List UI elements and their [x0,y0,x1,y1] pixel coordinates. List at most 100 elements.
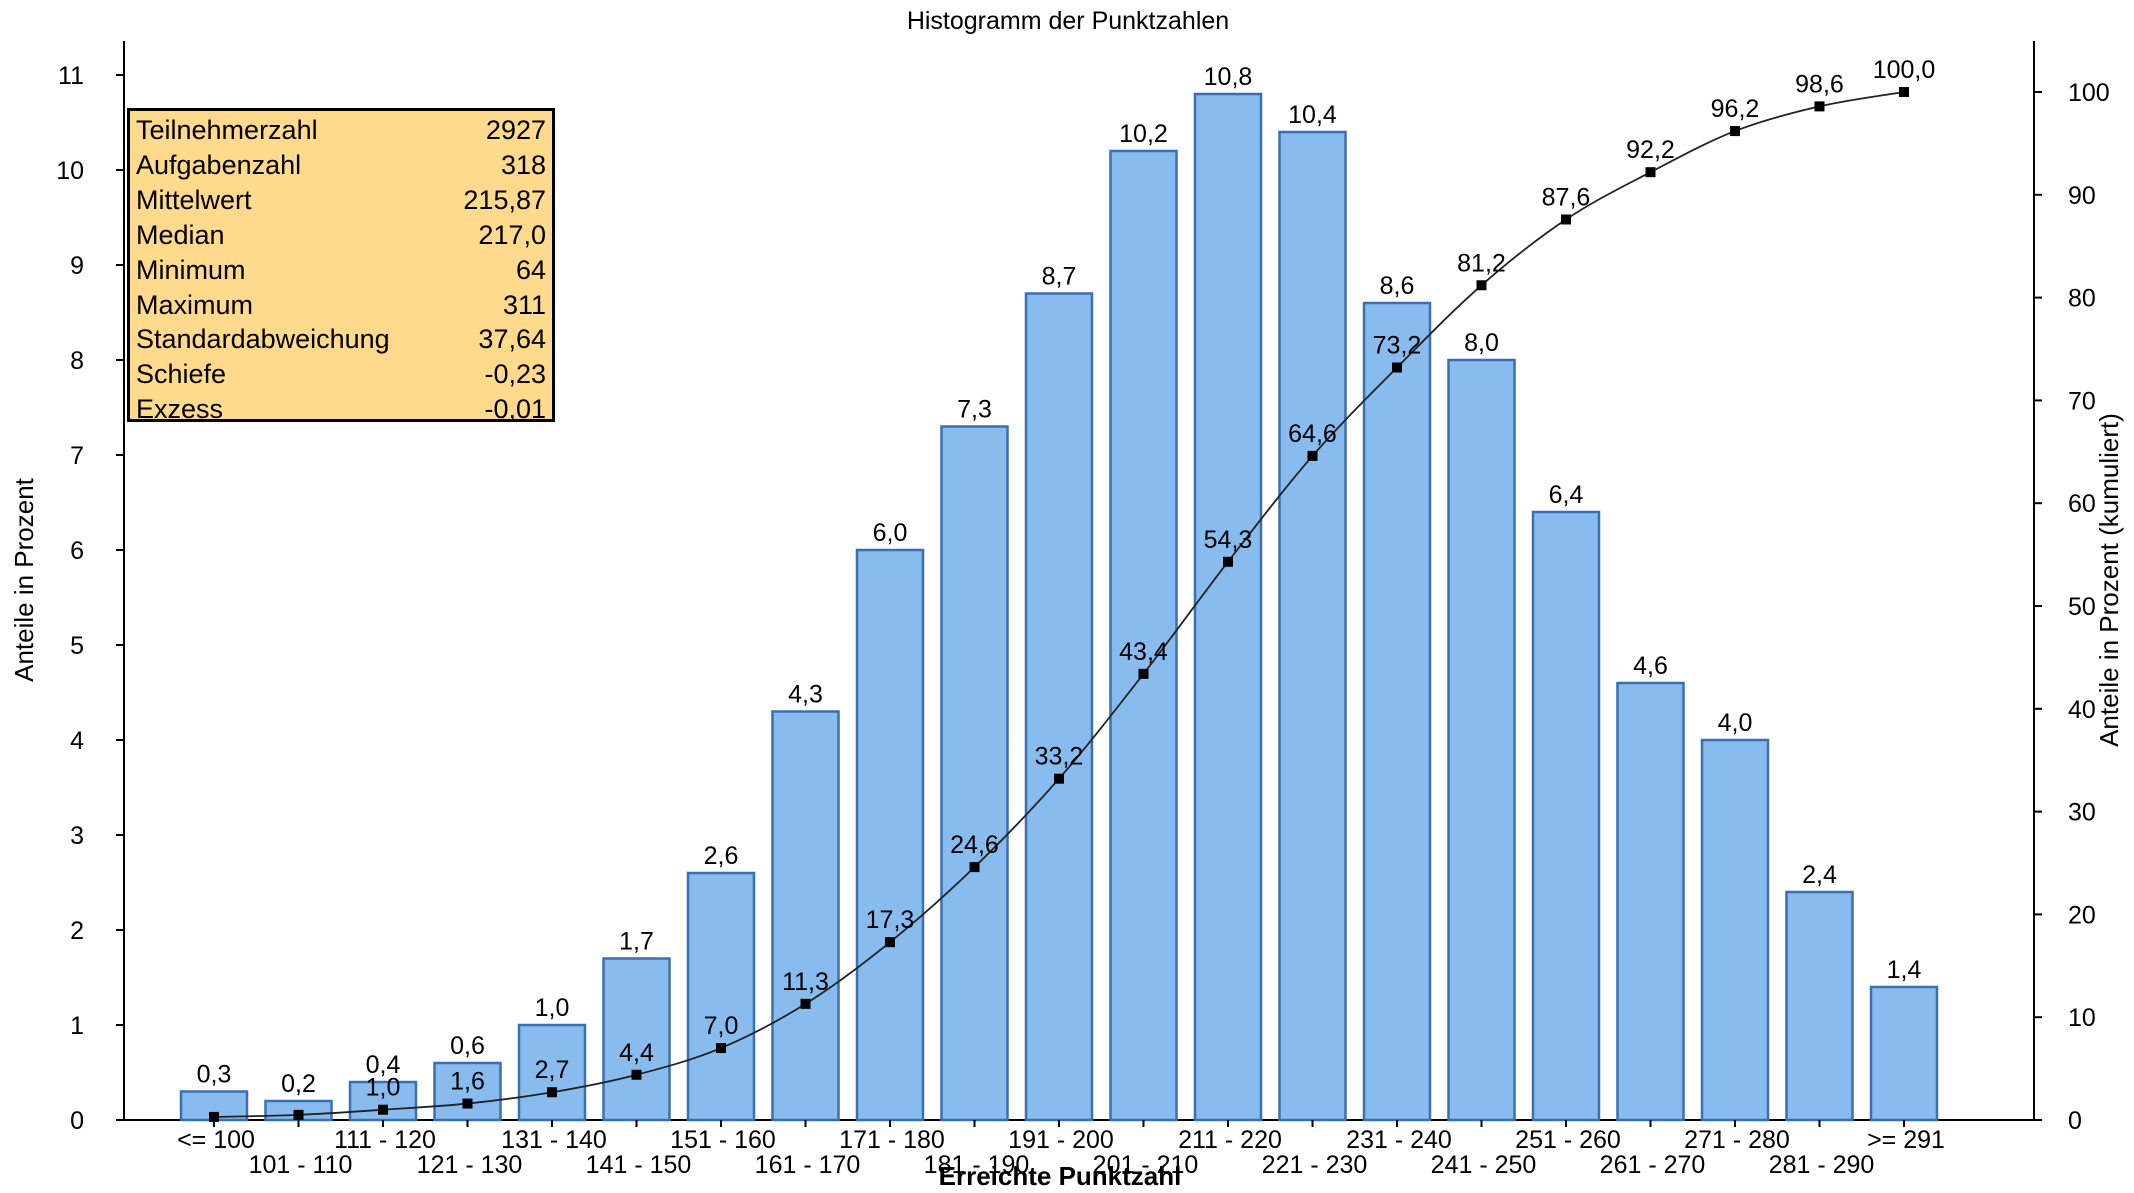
y-tick-label: 7 [70,442,84,470]
cumulative-value-label: 24,6 [950,831,999,859]
statistics-box: Teilnehmerzahl 2927 Aufgabenzahl 318 Mittelw… [127,108,555,424]
cumulative-value-label: 54,3 [1204,526,1253,554]
bar-value-label: 4,0 [1718,709,1753,737]
cumulative-value-label: 4,4 [619,1039,654,1067]
stats-label: Standardabweichung [136,324,390,355]
cumulative-value-label: 98,6 [1795,70,1844,98]
bar-value-label: 8,7 [1042,263,1077,291]
stats-row: Teilnehmerzahl 2927 [136,113,546,148]
y2-tick-label: 80 [2068,285,2096,313]
cumulative-point [1730,126,1740,137]
stats-value: 64 [515,254,546,285]
histogram-bar [686,871,756,1122]
stats-label: Teilnehmerzahl [136,115,318,145]
stats-value: -0,23 [484,359,546,390]
stats-value: 37,64 [478,324,546,355]
cumulative-point [1138,668,1149,679]
histogram-bar [1109,149,1178,1122]
y-axis-left: 0 1 2 3 4 5 6 7 8 9 10 11 [56,62,124,1135]
histogram-bar [771,710,840,1122]
cumulative-value-label: 87,6 [1542,183,1591,211]
histogram-bar [1785,890,1854,1122]
cumulative-value-label: 73,2 [1373,332,1422,360]
x-tick-label: <= 100 [177,1126,255,1154]
stats-label: Median [136,219,225,250]
cumulative-point [631,1069,642,1080]
x-tick-label: 141 - 150 [586,1151,692,1179]
cumulative-value-label: 33,2 [1035,743,1084,771]
stats-label: Exzess [136,394,224,425]
cumulative-point [969,862,980,873]
y2-tick-label: 30 [2068,799,2096,827]
histogram-bar [1193,92,1263,1122]
stats-value: 215,87 [463,184,546,215]
x-tick-label: 171 - 180 [839,1126,945,1154]
bar-value-label: 10,4 [1288,101,1337,129]
cumulative-series: 1,0 1,6 2,7 4,4 7,0 11,3 17,3 24,6 33,2 43,4 54,3 6… [209,56,1935,1122]
x-tick-label: 221 - 230 [1262,1151,1368,1179]
cumulative-point [1645,167,1656,178]
cumulative-value-label: 96,2 [1711,95,1760,123]
histogram-bar [1278,130,1347,1122]
stats-value: 2927 [485,115,546,145]
y-tick-label: 8 [70,347,84,375]
bar-value-label: 7,3 [957,396,992,424]
histogram-bar [1616,681,1685,1122]
cumulative-point [1223,556,1233,567]
bar-value-labels: 0,3 0,2 0,4 0,6 1,0 1,7 2,6 4,3 6,0 7,3 8,7 10,2 10,… [197,63,1922,1098]
y-axis-label: Anteile in Prozent [9,477,39,682]
bar-value-label: 6,0 [873,519,908,547]
x-tick-label: 211 - 220 [1178,1126,1282,1154]
bar-value-label: 2,6 [704,842,739,870]
y-tick-label: 6 [70,537,84,565]
cumulative-value-label: 2,7 [535,1056,570,1084]
x-tick-label: 151 - 160 [670,1126,776,1154]
cumulative-point [209,1111,219,1122]
stats-label: Aufgabenzahl [136,149,302,180]
y-tick-label: 3 [70,822,84,850]
stats-row: Schiefe -0,23 [136,357,546,392]
y-tick-label: 2 [70,917,84,945]
histogram-bar [433,1061,502,1122]
histogram-bar [517,1023,587,1122]
bar-value-label: 1,7 [619,928,654,956]
cumulative-value-label: 100,0 [1873,56,1936,84]
cumulative-point [293,1109,304,1120]
bar-value-label: 10,8 [1204,63,1253,91]
bar-series [179,92,1939,1122]
cumulative-value-label: 7,0 [704,1012,739,1040]
stats-value: 217,0 [478,219,546,250]
y2-tick-label: 40 [2068,696,2096,724]
bar-value-label: 0,3 [197,1061,232,1089]
stats-row: Mittelwert 215,87 [136,183,546,218]
x-tick-label: 271 - 280 [1684,1126,1790,1154]
cumulative-point [716,1043,726,1054]
y2-tick-label: 60 [2068,490,2096,518]
cumulative-value-label: 43,4 [1119,638,1168,666]
bar-value-label: 4,3 [788,681,823,709]
histogram-bar [602,957,671,1122]
cumulative-point [1392,362,1402,373]
stats-value: -0,01 [484,394,546,425]
y2-tick-label: 50 [2068,593,2096,621]
y2-tick-label: 20 [2068,901,2096,929]
x-tick-label: 121 - 130 [417,1151,523,1179]
cumulative-point [1476,280,1487,291]
x-axis-label: Erreichte Punktzahl [939,1161,1182,1191]
stats-value: 311 [502,289,546,320]
cumulative-line [213,91,1905,1118]
bar-value-label: 0,6 [450,1032,485,1060]
cumulative-point [1899,87,1909,97]
y-tick-label: 0 [70,1107,84,1135]
bar-value-label: 1,4 [1887,956,1922,984]
x-tick-label: 261 - 270 [1600,1151,1706,1179]
cumulative-value-label: 81,2 [1457,249,1506,277]
x-tick-label: 191 - 200 [1008,1126,1114,1154]
y2-axis-label: Anteile in Prozent (kumuliert) [2094,413,2124,747]
histogram-bar [940,425,1009,1122]
stats-row: Aufgabenzahl 318 [136,148,546,183]
x-tick-label: 131 - 140 [501,1126,607,1154]
y2-tick-label: 0 [2068,1107,2082,1135]
